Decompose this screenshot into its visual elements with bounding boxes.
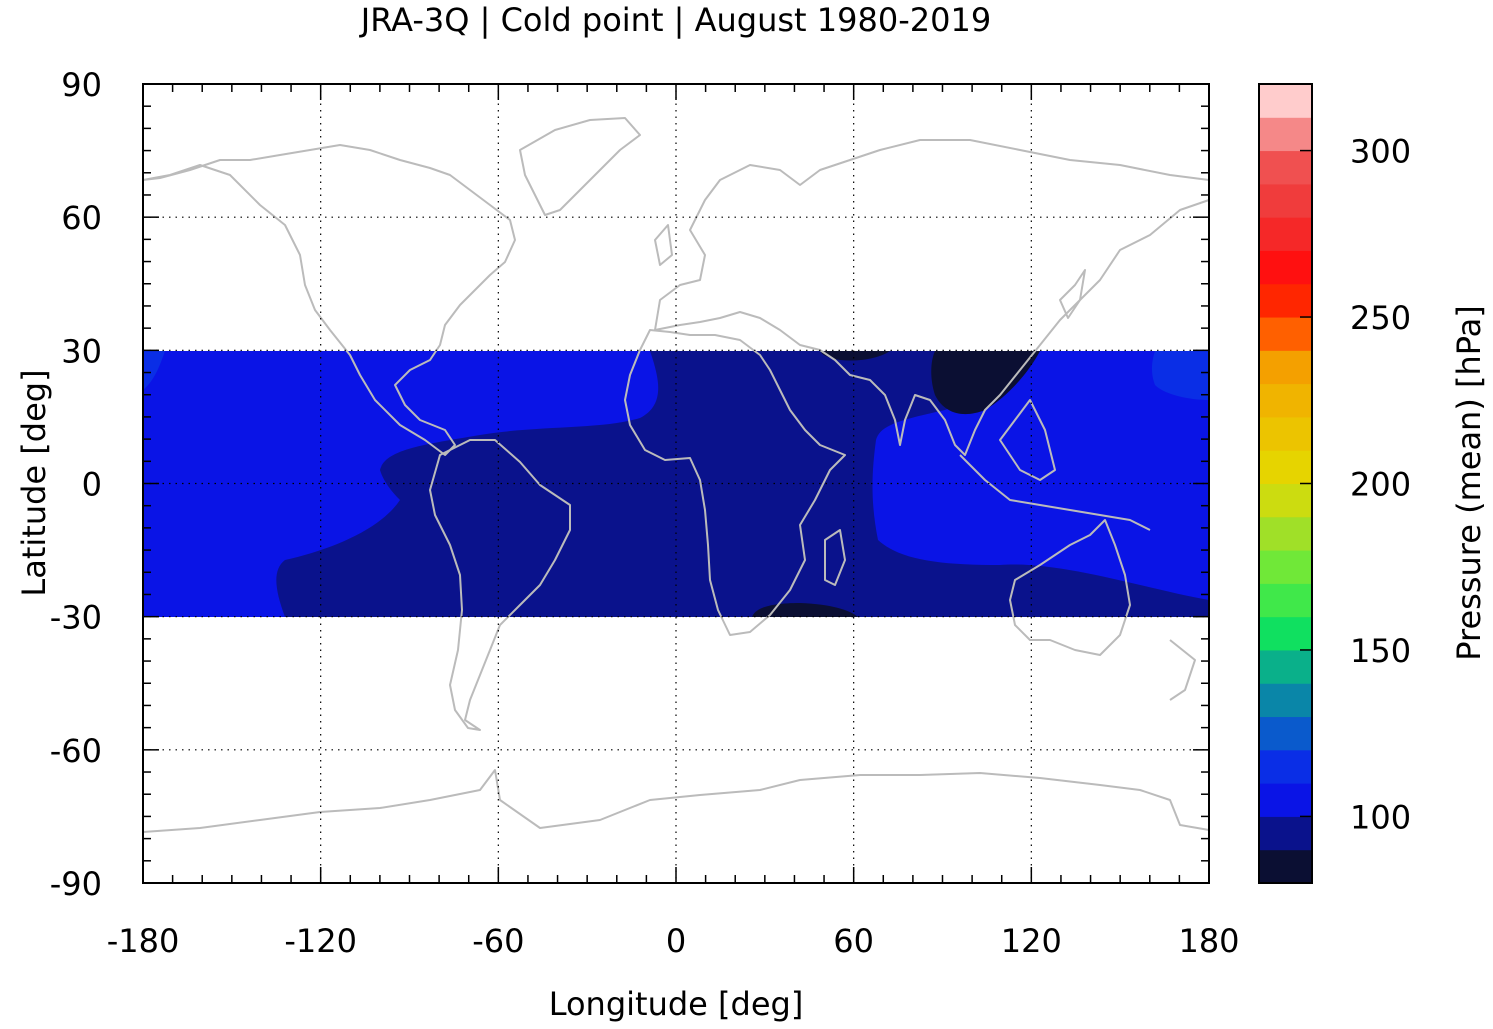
coastline-new-zealand bbox=[1169, 639, 1196, 701]
colorbar-swatch bbox=[1259, 483, 1312, 518]
x-tick-label: -120 bbox=[284, 922, 357, 960]
colorbar-title: Pressure (mean) [hPa] bbox=[1450, 305, 1488, 660]
coastlines bbox=[142, 117, 1210, 833]
coastline-south-america bbox=[429, 439, 571, 731]
colorbar-swatch bbox=[1259, 350, 1312, 385]
colorbar-swatch bbox=[1259, 84, 1312, 118]
colorbar-tick-label: 150 bbox=[1350, 632, 1411, 670]
colorbar-tick-label: 300 bbox=[1350, 133, 1411, 171]
field-min-region-southindia bbox=[752, 603, 858, 617]
colorbar-ticks: 100 150 200 250 300 bbox=[1300, 133, 1411, 836]
x-tick-label: -60 bbox=[472, 922, 524, 960]
colorbar-swatch bbox=[1259, 716, 1312, 751]
plot-area: -180 -120 -60 0 60 120 180 90 60 30 0 -30 -60 -90 bbox=[50, 66, 1240, 960]
colorbar-swatch bbox=[1259, 183, 1312, 218]
coastline-japan bbox=[1059, 269, 1086, 319]
field-light-region-pacific bbox=[1151, 351, 1209, 400]
y-tick-label: 90 bbox=[61, 66, 102, 104]
colorbar-swatch bbox=[1259, 117, 1312, 152]
colorbar-swatch bbox=[1259, 849, 1312, 884]
colorbar-tick-label: 250 bbox=[1350, 299, 1411, 337]
colorbar-tick-label: 200 bbox=[1350, 466, 1411, 504]
coastline-australia bbox=[1009, 519, 1131, 656]
colorbar-swatch bbox=[1259, 250, 1312, 285]
colorbar-swatches bbox=[1259, 84, 1312, 884]
colorbar-swatch bbox=[1259, 550, 1312, 584]
y-tick-label: -90 bbox=[50, 865, 102, 903]
x-axis-title: Longitude [deg] bbox=[549, 985, 804, 1023]
colorbar-swatch bbox=[1259, 283, 1312, 318]
colorbar-swatch bbox=[1259, 383, 1312, 418]
colorbar-swatch bbox=[1259, 649, 1312, 684]
x-tick-label: -180 bbox=[107, 922, 180, 960]
colorbar-swatch bbox=[1259, 450, 1312, 484]
colorbar-tick-label: 100 bbox=[1350, 798, 1411, 836]
y-tick-label: 60 bbox=[61, 199, 102, 237]
colorbar-swatch bbox=[1259, 616, 1312, 651]
field-min-region-tibet bbox=[931, 351, 1040, 415]
grid-lines bbox=[143, 84, 1209, 883]
coastline-eurasia bbox=[654, 139, 1210, 456]
chart-title: JRA-3Q | Cold point | August 1980-2019 bbox=[359, 1, 991, 39]
colorbar-swatch bbox=[1259, 749, 1312, 784]
y-tick-label: 0 bbox=[82, 466, 102, 504]
colorbar-swatch bbox=[1259, 317, 1312, 351]
colorbar-swatch bbox=[1259, 816, 1312, 851]
coastline-africa bbox=[624, 329, 846, 636]
coastline-antarctica bbox=[142, 769, 1210, 833]
y-tick-label: -30 bbox=[50, 599, 102, 637]
x-tick-label: 120 bbox=[1001, 922, 1062, 960]
x-tick-label: 60 bbox=[833, 922, 874, 960]
axis-ticks bbox=[142, 83, 1210, 884]
colorbar-swatch bbox=[1259, 783, 1312, 817]
coastline-madagascar bbox=[824, 529, 846, 586]
colorbar-swatch bbox=[1259, 516, 1312, 551]
field-min-region-arabia bbox=[820, 351, 890, 361]
coastline-greenland bbox=[519, 117, 641, 216]
colorbar-swatch bbox=[1259, 683, 1312, 718]
y-axis-title: Latitude [deg] bbox=[15, 369, 53, 596]
x-tick-label: 180 bbox=[1178, 922, 1239, 960]
coastline-british-isles bbox=[654, 224, 673, 266]
colorbar-swatch bbox=[1259, 217, 1312, 251]
coastline-southeast-asia-islands bbox=[999, 399, 1056, 481]
x-tick-label: 0 bbox=[666, 922, 686, 960]
field-core-region bbox=[276, 351, 1209, 617]
colorbar-swatch bbox=[1259, 416, 1312, 451]
field-light-region-eastpacific bbox=[143, 351, 165, 390]
y-tick-label: 30 bbox=[61, 332, 102, 370]
y-tick-label: -60 bbox=[50, 732, 102, 770]
axis-tick-labels: -180 -120 -60 0 60 120 180 90 60 30 0 -30 -60 -90 bbox=[50, 66, 1240, 960]
coastline-north-america bbox=[142, 144, 516, 456]
colorbar: 100 150 200 250 300 Pressure (mean) [hPa] bbox=[1258, 83, 1488, 884]
colorbar-swatch bbox=[1259, 150, 1312, 185]
colorbar-swatch bbox=[1259, 583, 1312, 618]
